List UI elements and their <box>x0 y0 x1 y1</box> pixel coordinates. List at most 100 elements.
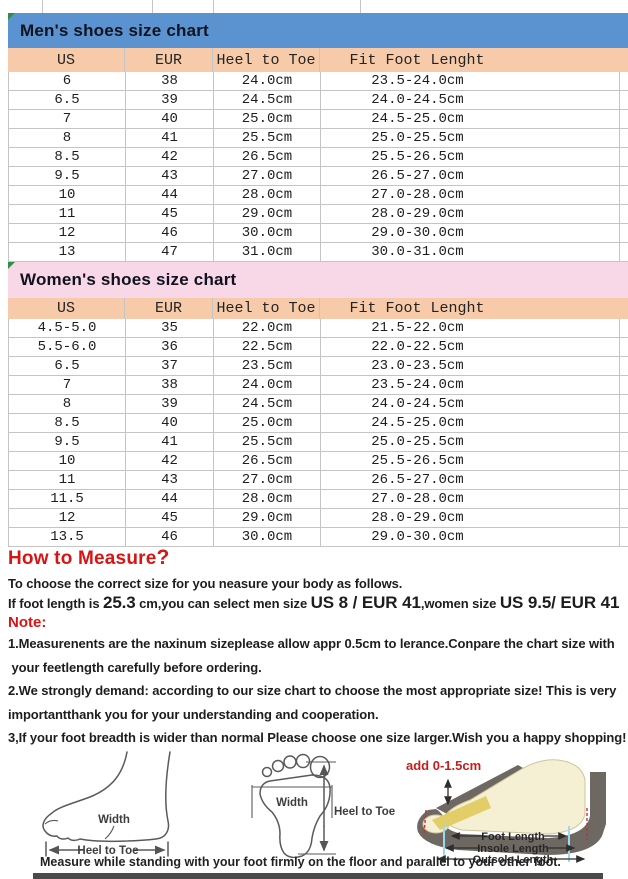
grid-line <box>360 0 361 13</box>
cell-eur-size: 44 <box>126 186 214 204</box>
cell-us-size: 9.5 <box>9 167 126 185</box>
table-row: 11 45 29.0cm 28.0-29.0cm <box>8 205 628 224</box>
note-line: importantthank you for your understandin… <box>8 706 379 722</box>
table-row: 13.5 46 30.0cm 29.0-30.0cm <box>8 528 628 547</box>
cell-eur-size: 45 <box>126 205 214 223</box>
cell-us-size: 13.5 <box>9 528 126 546</box>
women-table-header-row: US EUR Heel to Toe Fit Foot Lenght <box>8 298 628 319</box>
cell-fit-foot-length: 27.0-28.0cm <box>371 187 464 203</box>
grid-line <box>42 0 43 13</box>
heading-question-mark: ? <box>156 546 170 569</box>
side-foot-width-label: Width <box>98 814 130 826</box>
sole-outline <box>259 774 331 858</box>
men-size-table: US EUR Heel to Toe Fit Foot Lenght 6 38 … <box>8 48 628 262</box>
cell-fit-foot-length: 30.0-31.0cm <box>371 244 464 260</box>
outsole-length-label: Outsole Length <box>473 854 554 866</box>
cell-fit-foot-length: 24.5-25.0cm <box>371 111 464 127</box>
cell-eur-size: 42 <box>126 452 214 470</box>
cell-eur-size: 46 <box>126 528 214 546</box>
width-guide-lines <box>251 785 333 818</box>
cell-heel-to-toe: 28.0cm <box>214 186 321 204</box>
column-header-fit-foot-length: Fit Foot Lenght <box>349 300 485 317</box>
cell-heel-to-toe: 24.0cm <box>214 376 321 394</box>
note-line: your feetlength carefully before orderin… <box>8 659 262 675</box>
cell-fit-foot-length: 21.5-22.0cm <box>371 320 464 336</box>
add-length-label: add 0-1.5cm <box>406 758 481 773</box>
big-toe-circle <box>309 755 331 779</box>
cell-fit-foot-length: 23.5-24.0cm <box>371 377 464 393</box>
cell-heel-to-toe: 29.0cm <box>214 205 321 223</box>
note-line: 1.Measurenents are the naxinum sizepleas… <box>8 636 615 651</box>
cell-us-size: 13 <box>9 243 126 261</box>
cell-eur-size: 43 <box>126 167 214 185</box>
cell-heel-to-toe: 27.0cm <box>214 167 321 185</box>
cell-eur-size: 38 <box>126 72 214 90</box>
example-text: ,women size <box>420 596 500 611</box>
intro-line: To choose the correct size for you neasu… <box>8 576 403 591</box>
column-header-heel-to-toe: Heel to Toe <box>213 298 320 319</box>
example-line: If foot length is 25.3 cm,you can select… <box>8 593 619 613</box>
note-line: 3,If your foot breadth is wider than nor… <box>8 730 627 745</box>
example-women-size-value: US 9.5/ EUR 41 <box>499 593 620 612</box>
cell-fit-foot-length: 23.5-24.0cm <box>371 73 464 89</box>
cell-heel-to-toe: 22.5cm <box>214 338 321 356</box>
cell-fit-foot-length: 28.0-29.0cm <box>371 206 464 222</box>
cell-fit-foot-length: 24.0-24.5cm <box>371 396 464 412</box>
men-table-body: 6 38 24.0cm 23.5-24.0cm 6.5 39 24.5cm 24… <box>8 72 628 262</box>
cell-heel-to-toe: 25.0cm <box>214 414 321 432</box>
grid-line <box>152 0 153 13</box>
table-row: 11 43 27.0cm 26.5-27.0cm <box>8 471 628 490</box>
footprint-diagram: Width Heel to Toe <box>251 753 395 858</box>
example-text: cm,you can select men size <box>135 596 311 611</box>
note-label: Note: <box>8 614 47 631</box>
column-header-fit-foot-length: Fit Foot Lenght <box>349 51 485 69</box>
cell-eur-size: 37 <box>126 357 214 375</box>
cell-fit-foot-length: 27.0-28.0cm <box>371 491 464 507</box>
grid-line <box>213 0 214 13</box>
cell-us-size: 5.5-6.0 <box>9 338 126 356</box>
measure-caption: Measure while standing with your foot fi… <box>40 855 561 869</box>
cell-heel-to-toe: 25.5cm <box>214 433 321 451</box>
cell-heel-to-toe: 26.5cm <box>214 452 321 470</box>
column-header-eur: EUR <box>125 48 213 72</box>
cell-heel-to-toe: 23.5cm <box>214 357 321 375</box>
bottom-divider-bar <box>33 873 603 879</box>
shoe-length-diagram: add 0-1.5cm Foot Length Insole Length Ou… <box>406 758 606 866</box>
width-pointer-line <box>104 825 115 840</box>
grid-line <box>619 72 620 262</box>
toe-circle <box>283 755 297 769</box>
cell-eur-size: 43 <box>126 471 214 489</box>
cell-us-size: 11 <box>9 471 126 489</box>
cell-us-size: 4.5-5.0 <box>9 319 126 337</box>
women-chart-banner: Women's shoes size chart <box>8 262 628 298</box>
table-row: 12 45 29.0cm 28.0-29.0cm <box>8 509 628 528</box>
footprint-width-label: Width <box>276 797 308 809</box>
table-row: 6.5 39 24.5cm 24.0-24.5cm <box>8 91 628 110</box>
cell-us-size: 7 <box>9 376 126 394</box>
cell-fit-foot-length: 25.5-26.5cm <box>371 149 464 165</box>
cell-eur-size: 46 <box>126 224 214 242</box>
cell-eur-size: 41 <box>126 433 214 451</box>
cell-us-size: 8 <box>9 129 126 147</box>
cell-fit-foot-length: 24.0-24.5cm <box>371 92 464 108</box>
cell-eur-size: 41 <box>126 129 214 147</box>
toe-allowance-wedge <box>432 796 491 830</box>
side-foot-heel-to-toe-label: Heel to Toe <box>77 845 138 857</box>
men-chart-title: Men's shoes size chart <box>20 20 209 40</box>
table-row: 8.5 40 25.0cm 24.5-25.0cm <box>8 414 628 433</box>
toe-circle <box>271 759 285 773</box>
cell-heel-to-toe: 30.0cm <box>214 528 321 546</box>
cell-fit-foot-length: 23.0-23.5cm <box>371 358 464 374</box>
table-row: 11.5 44 28.0cm 27.0-28.0cm <box>8 490 628 509</box>
table-row: 13 47 31.0cm 30.0-31.0cm <box>8 243 628 262</box>
cell-fit-foot-length: 26.5-27.0cm <box>371 472 464 488</box>
cell-us-size: 11.5 <box>9 490 126 508</box>
cell-heel-to-toe: 29.0cm <box>214 509 321 527</box>
notes-list: 1.Measurenents are the naxinum sizepleas… <box>8 632 627 750</box>
table-row: 6.5 37 23.5cm 23.0-23.5cm <box>8 357 628 376</box>
cell-us-size: 8 <box>9 395 126 413</box>
how-to-measure-heading: How to Measure? <box>8 546 170 570</box>
cell-us-size: 10 <box>9 452 126 470</box>
insole-length-label: Insole Length <box>477 843 549 855</box>
table-row: 6 38 24.0cm 23.5-24.0cm <box>8 72 628 91</box>
